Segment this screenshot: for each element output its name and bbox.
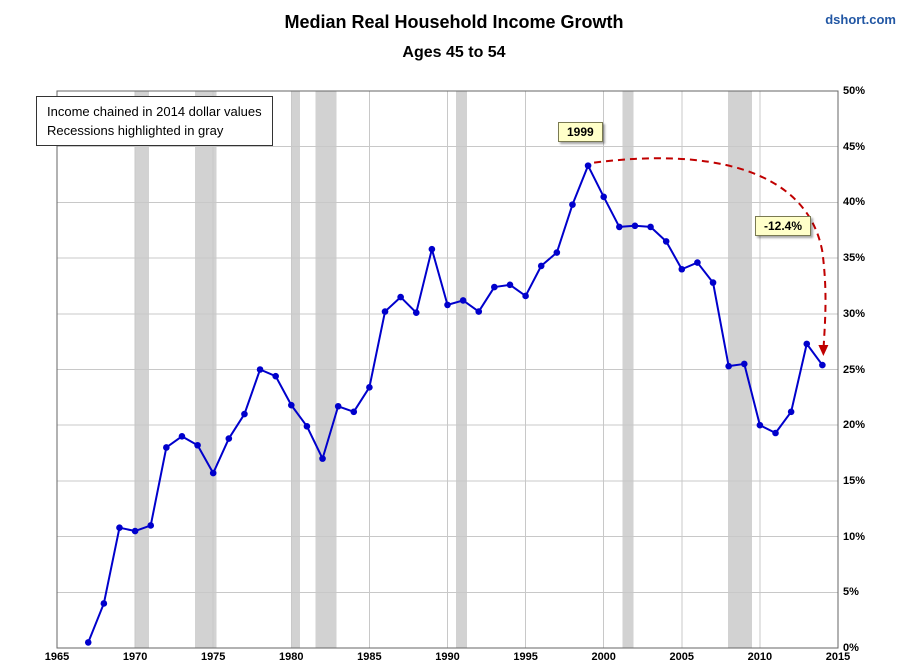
data-point-1989: [428, 245, 436, 253]
x-axis-label-1970: 1970: [122, 651, 148, 662]
data-point-1973: [178, 433, 186, 440]
data-point-1972: [163, 444, 170, 451]
data-point-1982: [319, 455, 326, 462]
y-axis-label-45%: 45%: [843, 140, 866, 153]
data-point-1987: [397, 293, 404, 301]
y-axis-label-35%: 35%: [843, 252, 866, 265]
data-point-1974: [194, 441, 201, 449]
data-point-1990: [444, 301, 451, 309]
data-point-1991: [459, 297, 467, 304]
y-axis-label-50%: 50%: [843, 85, 866, 97]
legend-box: Income chained in 2014 dollar values Rec…: [36, 96, 273, 146]
data-point-1971: [147, 522, 155, 529]
data-point-1984: [350, 408, 358, 416]
data-point-1993: [491, 283, 498, 291]
data-point-2001: [616, 223, 623, 231]
x-axis-label-1965: 1965: [44, 651, 70, 662]
x-axis-label-2010: 2010: [747, 651, 773, 662]
data-point-2012: [787, 408, 795, 416]
chart-title: Median Real Household Income Growth: [284, 12, 624, 32]
plot-border: [56, 90, 839, 649]
dshort-watermark: dshort.com: [825, 12, 896, 27]
y-axis-label-20%: 20%: [843, 419, 866, 432]
chart-subtitle: Ages 45 to 54: [402, 44, 506, 61]
data-point-2011: [772, 429, 779, 437]
legend-line-recessions: Recessions highlighted in gray: [47, 123, 224, 138]
data-point-1997: [553, 249, 561, 256]
x-axis-label-1975: 1975: [200, 651, 226, 662]
data-point-1986: [381, 308, 389, 315]
data-point-1995: [522, 292, 529, 300]
data-point-1976: [225, 435, 233, 442]
data-point-1994: [506, 281, 514, 289]
y-axis-label-10%: 10%: [843, 530, 866, 543]
data-point-1981: [303, 423, 311, 430]
data-point-2002: [631, 222, 639, 230]
data-point-1985: [366, 384, 373, 391]
data-point-1967: [84, 639, 92, 646]
x-axis-label-1995: 1995: [513, 651, 538, 662]
data-point-1980: [288, 401, 295, 409]
peak-year-callout: 1999: [558, 122, 603, 142]
data-point-2009: [740, 360, 748, 368]
data-point-2006: [694, 259, 701, 266]
x-axis-label-1980: 1980: [279, 651, 304, 662]
data-point-1992: [475, 308, 483, 315]
decline-callout: -12.4%: [755, 216, 812, 236]
y-axis-label-0%: 0%: [843, 642, 859, 654]
data-point-2007: [709, 279, 717, 286]
y-axis-label-25%: 25%: [843, 363, 866, 376]
y-axis-label-40%: 40%: [843, 196, 866, 209]
decline-arrow-head: [818, 345, 829, 357]
decline-arrow-curve: [593, 157, 827, 352]
y-axis-label-30%: 30%: [843, 307, 866, 320]
data-point-2005: [678, 265, 686, 273]
data-point-2003: [647, 223, 654, 231]
y-axis-label-15%: 15%: [843, 474, 866, 487]
x-axis-label-2005: 2005: [669, 651, 695, 662]
data-point-2004: [662, 238, 670, 245]
data-point-1970: [131, 527, 139, 535]
data-point-1999: [584, 162, 592, 169]
data-point-1979: [272, 372, 279, 380]
data-point-2013: [803, 340, 811, 348]
data-point-2008: [725, 362, 732, 370]
legend-line-dollars: Income chained in 2014 dollar values: [47, 104, 262, 119]
data-point-1996: [537, 262, 545, 270]
data-point-1988: [412, 309, 420, 316]
data-point-2000: [600, 193, 607, 201]
income-growth-line: [87, 164, 824, 643]
data-point-1968: [100, 600, 108, 607]
data-point-2014: [819, 361, 826, 369]
data-point-2010: [756, 421, 764, 429]
x-axis-label-1990: 1990: [435, 651, 460, 662]
x-axis-label-1985: 1985: [357, 651, 382, 662]
x-axis-label-2015: 2015: [825, 651, 851, 662]
data-point-1969: [116, 524, 123, 531]
data-point-1977: [241, 410, 248, 418]
data-point-1978: [256, 366, 264, 373]
x-axis-label-2000: 2000: [591, 651, 616, 662]
data-point-1975: [209, 469, 217, 477]
data-point-1998: [569, 201, 576, 208]
y-axis-label-5%: 5%: [843, 586, 859, 599]
data-point-1983: [334, 402, 342, 410]
